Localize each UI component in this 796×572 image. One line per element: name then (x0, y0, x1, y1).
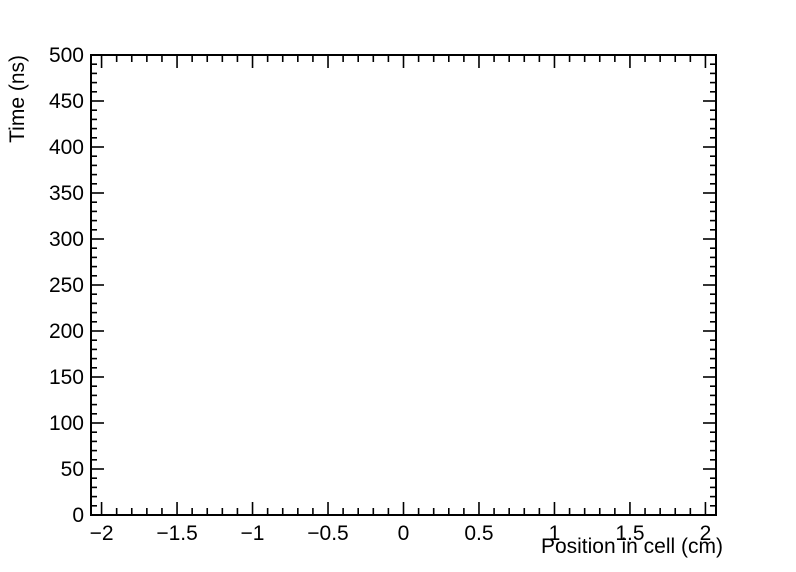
y-tick-label: 450 (49, 90, 84, 113)
y-tick-label: 0 (72, 504, 84, 527)
x-axis-ticks (100, 55, 707, 515)
y-tick-label: 400 (49, 136, 84, 159)
y-tick-label: 350 (49, 182, 84, 205)
y-tick-label: 250 (49, 274, 84, 297)
y-axis-tick-labels: 0 50 100 150 200 250 300 350 400 450 500 (49, 44, 84, 527)
y-tick-label: 50 (61, 458, 84, 481)
x-tick-label: −1.5 (156, 522, 197, 545)
y-tick-label: 100 (49, 412, 84, 435)
y-axis-ticks (91, 54, 716, 516)
x-axis-title: Position in cell (cm) (541, 535, 723, 558)
y-tick-label: 300 (49, 228, 84, 251)
plot-area-background (91, 55, 716, 515)
x-tick-label: −1 (241, 522, 265, 545)
x-tick-label: −0.5 (307, 522, 348, 545)
y-tick-label: 500 (49, 44, 84, 67)
x-tick-label: 1 (549, 522, 561, 545)
x-tick-label: −2 (90, 522, 114, 545)
x-tick-label: 0 (398, 522, 410, 545)
x-tick-label: 1.5 (615, 522, 644, 545)
x-axis-tick-labels: −2 −1.5 −1 −0.5 0 0.5 1 1.5 2 (90, 522, 712, 545)
y-tick-label: 200 (49, 320, 84, 343)
x-tick-label: 0.5 (464, 522, 493, 545)
x-tick-label: 2 (700, 522, 712, 545)
y-tick-label: 150 (49, 366, 84, 389)
y-axis-title: Time (ns) (6, 55, 29, 143)
